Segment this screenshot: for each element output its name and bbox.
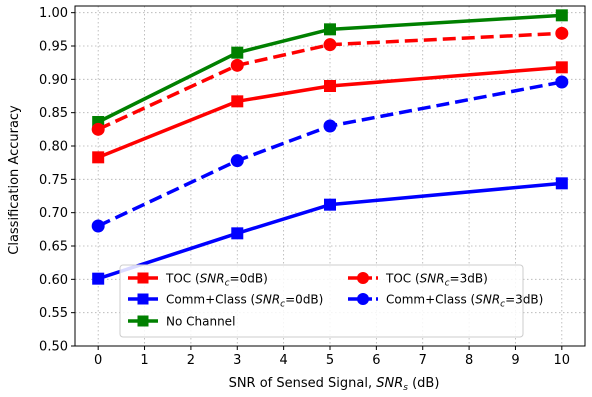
data-point-comm3	[323, 119, 337, 133]
legend-label: TOC (SNRc=0dB)	[165, 272, 268, 289]
x-tick-label: 0	[94, 353, 102, 368]
legend-label-part: c	[445, 279, 450, 289]
x-tick-label: 8	[465, 353, 473, 368]
data-point-toc0	[231, 95, 244, 108]
series-line-nochan	[97, 13, 562, 124]
x-axis-label-sub: s	[403, 383, 408, 393]
data-point-toc3	[230, 58, 244, 72]
legend-item-toc0: TOC (SNRc=0dB)	[128, 272, 268, 289]
data-point-toc3	[555, 26, 569, 40]
legend-label-part: SNR	[255, 293, 280, 307]
series-line-comm3	[97, 80, 563, 228]
legend-label-part: c	[225, 279, 230, 289]
legend-label-part: =3dB)	[505, 293, 543, 307]
legend-label-part: =3dB)	[450, 272, 488, 286]
y-tick-label: 0.50	[39, 340, 68, 355]
legend-label-part: SNR	[420, 272, 445, 286]
y-tick-label: 0.60	[39, 273, 68, 288]
series-comm3	[91, 75, 569, 233]
data-point-toc3	[91, 122, 105, 136]
data-point-toc3	[323, 38, 337, 52]
data-point-toc0	[324, 80, 336, 92]
y-tick-label: 0.65	[39, 240, 68, 255]
x-tick-label: 6	[372, 353, 380, 368]
x-tick-label: 9	[511, 353, 519, 368]
y-axis-label: Classification Accuracy	[7, 105, 22, 255]
y-tick-label: 1.00	[39, 6, 68, 21]
data-point-toc0	[555, 61, 568, 74]
data-point-nochan	[324, 23, 336, 36]
data-point-comm3	[555, 75, 569, 89]
legend-label-part: SNR	[200, 272, 225, 286]
series-line-toc0	[97, 65, 562, 159]
legend-label-part: =0dB)	[230, 272, 268, 286]
legend-label: TOC (SNRc=3dB)	[385, 272, 488, 289]
x-axis-label-var: SNR	[376, 376, 403, 391]
y-tick-label: 0.55	[39, 306, 68, 321]
data-point-comm0	[92, 272, 105, 285]
legend-label-part: Comm+Class (	[166, 293, 255, 307]
y-tick-label: 0.85	[39, 106, 68, 121]
y-tick-label: 0.80	[39, 140, 68, 155]
axis-ticks: 0 1 2 3 4 5 6 7 8 9 10 0.50 0.55 0.60 0.65 0.70 0.75 0.80…	[39, 6, 570, 368]
y-tick-label: 0.95	[39, 40, 68, 55]
x-tick-label: 4	[279, 353, 287, 368]
x-tick-label: 3	[233, 353, 241, 368]
legend-marker	[137, 315, 149, 327]
plot-frame	[74, 5, 586, 347]
legend-label-part: SNR	[475, 293, 500, 307]
legend-label: Comm+Class (SNRc=0dB)	[166, 293, 323, 310]
legend-label-part: TOC (	[165, 272, 200, 286]
data-point-comm3	[230, 154, 244, 168]
legend-label-part: No Channel	[166, 315, 235, 329]
legend-label-part: =0dB)	[285, 293, 323, 307]
legend-marker	[137, 293, 149, 305]
legend: TOC (SNRc=0dB)Comm+Class (SNRc=0dB)No Ch…	[119, 264, 543, 338]
series-comm0	[92, 177, 568, 285]
legend-marker	[357, 293, 369, 305]
legend-item-nochan: No Channel	[128, 315, 235, 329]
x-axis-label-prefix: SNR of Sensed Signal,	[229, 376, 377, 391]
legend-label: Comm+Class (SNRc=3dB)	[386, 293, 543, 310]
data-point-comm3	[91, 219, 105, 233]
x-axis-label-suffix: (dB)	[408, 376, 439, 391]
series-lines	[91, 9, 569, 285]
legend-label: No Channel	[166, 315, 235, 329]
data-point-comm0	[231, 227, 244, 240]
data-point-nochan	[231, 46, 244, 59]
data-point-nochan	[555, 9, 568, 22]
legend-item-comm0: Comm+Class (SNRc=0dB)	[128, 293, 323, 310]
series-toc0	[92, 61, 568, 164]
legend-label-part: TOC (	[385, 272, 420, 286]
x-tick-label: 1	[140, 353, 148, 368]
y-tick-label: 0.75	[39, 173, 68, 188]
data-point-toc0	[92, 151, 105, 164]
data-point-comm0	[555, 177, 568, 190]
legend-marker	[357, 272, 369, 284]
x-tick-label: 10	[554, 353, 571, 368]
x-tick-label: 5	[326, 353, 334, 368]
legend-label-part: Comm+Class (	[386, 293, 475, 307]
y-tick-label: 0.70	[39, 206, 68, 221]
x-axis-label: SNR of Sensed Signal, SNRs (dB)	[229, 376, 440, 393]
legend-item-comm3: Comm+Class (SNRc=3dB)	[348, 293, 543, 310]
series-line-toc3	[97, 31, 562, 131]
grid	[75, 6, 585, 347]
y-tick-label: 0.90	[39, 73, 68, 88]
legend-label-part: c	[500, 300, 505, 310]
series-line-comm0	[97, 181, 562, 281]
series-toc3	[91, 26, 569, 136]
legend-marker	[137, 272, 149, 284]
x-tick-label: 7	[419, 353, 427, 368]
legend-label-part: c	[280, 300, 285, 310]
data-point-comm0	[324, 198, 336, 211]
legend-box	[119, 264, 524, 338]
x-tick-label: 2	[187, 353, 195, 368]
legend-item-toc3: TOC (SNRc=3dB)	[348, 272, 488, 289]
